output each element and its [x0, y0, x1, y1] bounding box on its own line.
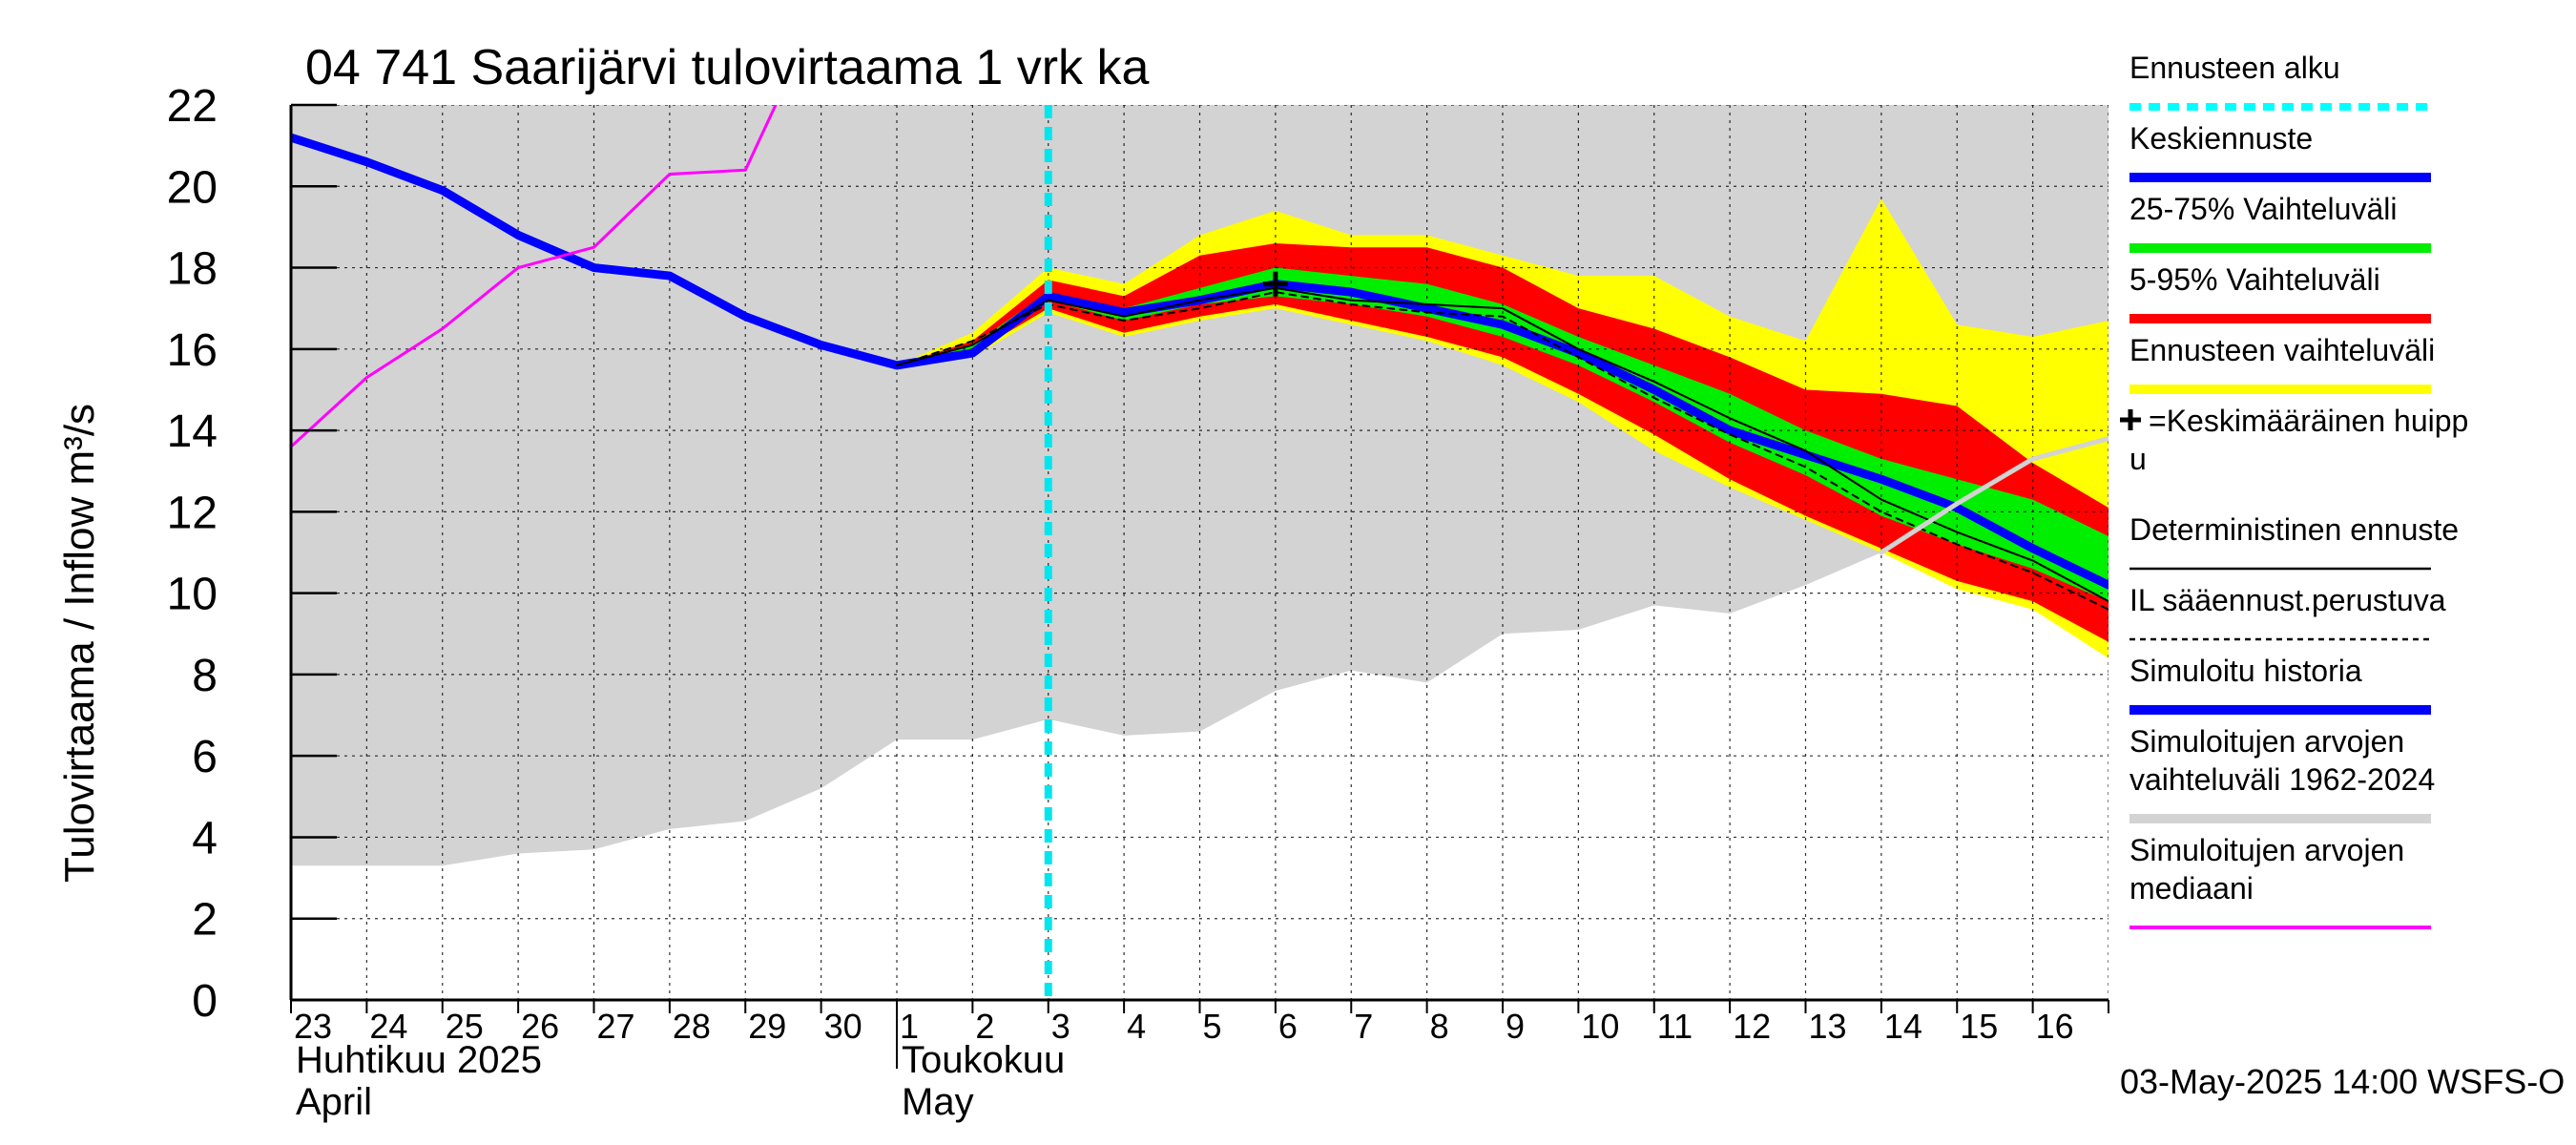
x-tick-label: 15	[1960, 1007, 1998, 1046]
x-tick-label: 24	[369, 1007, 407, 1046]
x-tick-label: 23	[294, 1007, 332, 1046]
footer-timestamp: 03-May-2025 14:00 WSFS-O	[2120, 1062, 2565, 1101]
legend-label-line2: vaihteluväli 1962-2024	[2129, 762, 2435, 797]
y-tick-label: 2	[192, 895, 218, 946]
series-deterministinen-ennuste	[896, 286, 2109, 603]
y-tick-label: 4	[192, 813, 218, 864]
legend-label-line2: mediaani	[2129, 871, 2254, 906]
x-tick-label: 27	[597, 1007, 635, 1046]
x-tick-label: 14	[1884, 1007, 1922, 1046]
series-simuloitu-historia	[291, 133, 1053, 370]
chart-title: 04 741 Saarijärvi tulovirtaama 1 vrk ka	[305, 40, 1149, 95]
y-tick-label: 10	[167, 570, 218, 620]
y-tick-label: 0	[192, 976, 218, 1027]
legend-label: Simuloitujen arvojen	[2129, 724, 2404, 759]
month-label-fi: Huhtikuu 2025	[296, 1039, 542, 1081]
month-label-en: May	[902, 1081, 974, 1123]
x-tick-label: 25	[446, 1007, 484, 1046]
x-tick-label: 28	[673, 1007, 711, 1046]
y-tick-label: 16	[167, 325, 218, 376]
legend-label: Keskiennuste	[2129, 121, 2313, 156]
y-tick-label: 14	[167, 406, 218, 457]
y-tick-label: 18	[167, 244, 218, 295]
x-tick-label: 12	[1733, 1007, 1771, 1046]
legend-plus-icon	[2120, 409, 2141, 430]
x-tick-label: 1	[900, 1007, 919, 1046]
x-tick-label: 10	[1581, 1007, 1619, 1046]
x-tick-label: 7	[1354, 1007, 1373, 1046]
peak-marker	[1262, 271, 1288, 297]
x-tick-label: 13	[1809, 1007, 1847, 1046]
legend-label: Simuloitujen arvojen	[2129, 833, 2404, 867]
legend-label: Ennusteen alku	[2129, 51, 2340, 85]
x-tick-label: 5	[1203, 1007, 1222, 1046]
x-tick-label: 4	[1127, 1007, 1146, 1046]
x-tick-label: 26	[521, 1007, 559, 1046]
x-tick-label: 30	[824, 1007, 862, 1046]
legend-label-line2: u	[2129, 442, 2147, 476]
y-tick-label: 6	[192, 732, 218, 782]
y-tick-label: 20	[167, 162, 218, 213]
y-axis-label: Tulovirtaama / Inflow m³/s	[56, 404, 103, 883]
series-simuloitujen-arvojen-mediaani	[291, 105, 778, 448]
legend-label: Deterministinen ennuste	[2129, 512, 2459, 547]
series-il-saaennust-perustuva	[896, 291, 2109, 611]
legend-label: 25-75% Vaihteluväli	[2129, 192, 2397, 226]
x-tick-label: 3	[1051, 1007, 1070, 1046]
x-tick-label: 11	[1657, 1007, 1693, 1046]
series-keskiennuste	[1044, 280, 2109, 590]
x-tick-label: 16	[2036, 1007, 2074, 1046]
y-tick-label: 12	[167, 488, 218, 538]
y-tick-label: 22	[167, 81, 218, 132]
x-tick-label: 2	[975, 1007, 994, 1046]
series-median-continuation	[1879, 436, 2109, 555]
legend-label: Ennusteen vaihteluväli	[2129, 333, 2435, 367]
legend-label: 5-95% Vaihteluväli	[2129, 262, 2380, 297]
y-tick-label: 8	[192, 651, 218, 701]
month-label-en: April	[296, 1081, 372, 1123]
x-tick-label: 9	[1506, 1007, 1525, 1046]
plot-area	[291, 105, 2109, 1000]
legend-label: =Keskimääräinen huipp	[2149, 404, 2468, 438]
month-label-fi: Toukokuu	[902, 1039, 1065, 1081]
x-tick-label: 8	[1430, 1007, 1449, 1046]
x-tick-label: 29	[748, 1007, 786, 1046]
legend-label: Simuloitu historia	[2129, 654, 2362, 688]
x-tick-label: 6	[1278, 1007, 1298, 1046]
legend-label: IL sääennust.perustuva	[2129, 583, 2446, 617]
